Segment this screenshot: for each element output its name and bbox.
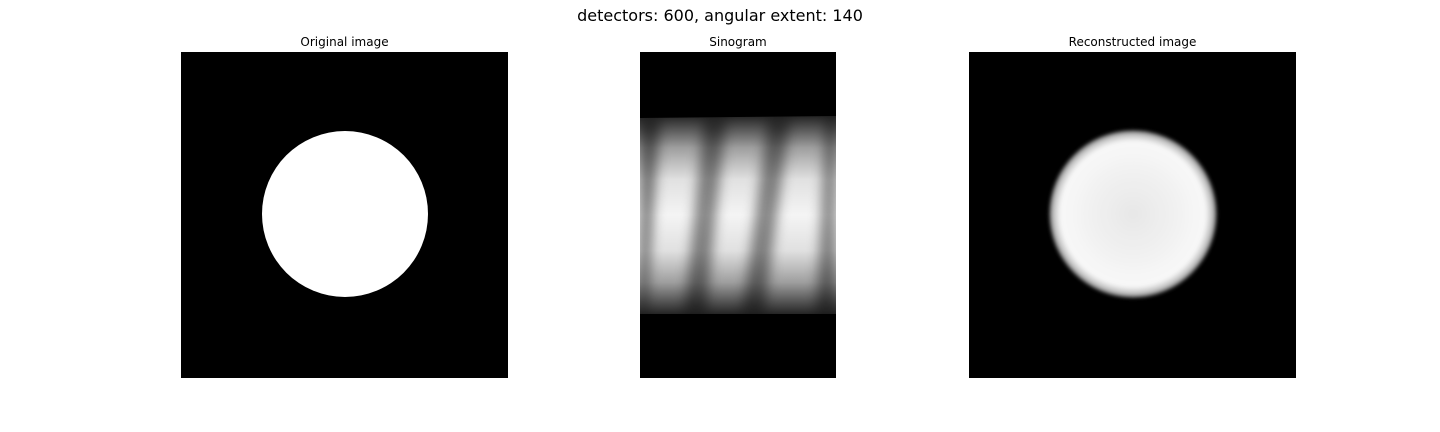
reconstructed-disk (1049, 130, 1217, 298)
original-disk (262, 131, 428, 297)
reconstructed-image-title: Reconstructed image (1068, 35, 1197, 49)
original-image-title: Original image (300, 35, 389, 49)
reconstructed-image (969, 52, 1296, 378)
original-image-axes (181, 52, 508, 378)
reconstructed-image-axes (969, 52, 1296, 378)
original-image (181, 52, 508, 378)
sinogram-image (640, 52, 836, 378)
sinogram-axes (640, 52, 836, 378)
sinogram-title: Sinogram (709, 35, 767, 49)
figure-title: detectors: 600, angular extent: 140 (577, 6, 863, 25)
